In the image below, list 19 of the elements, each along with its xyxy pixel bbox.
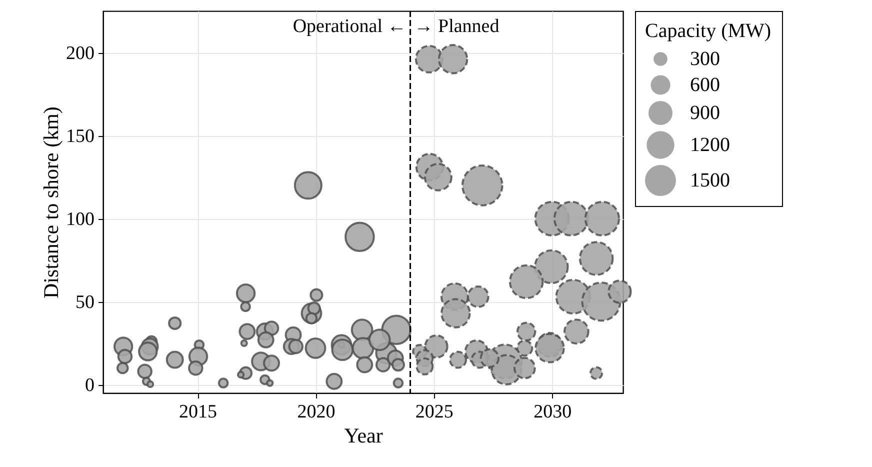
x-tick-label: 2020 [297,402,336,422]
legend-label: 1200 [690,134,730,156]
annotation: → Planned [414,16,500,37]
legend-label: 600 [690,74,720,96]
y-axis-title: Distance to shore (km) [39,106,63,298]
legend-label: 1500 [690,170,730,192]
legend-label: 900 [690,102,720,124]
x-tick-label: 2030 [534,402,572,422]
y-tick-label: 100 [66,209,94,230]
legend-title: Capacity (MW) [645,20,772,42]
y-tick-label: 200 [66,43,94,64]
x-tick-label: 2025 [415,402,454,422]
annotation: Operational ← [292,16,406,37]
y-tick-label: 50 [76,292,94,314]
legend-label: 300 [690,48,720,70]
y-tick-label: 150 [66,126,94,148]
y-tick-label: 0 [85,375,94,396]
x-tick-label: 2015 [179,402,218,422]
x-axis-title: Year [344,424,383,448]
